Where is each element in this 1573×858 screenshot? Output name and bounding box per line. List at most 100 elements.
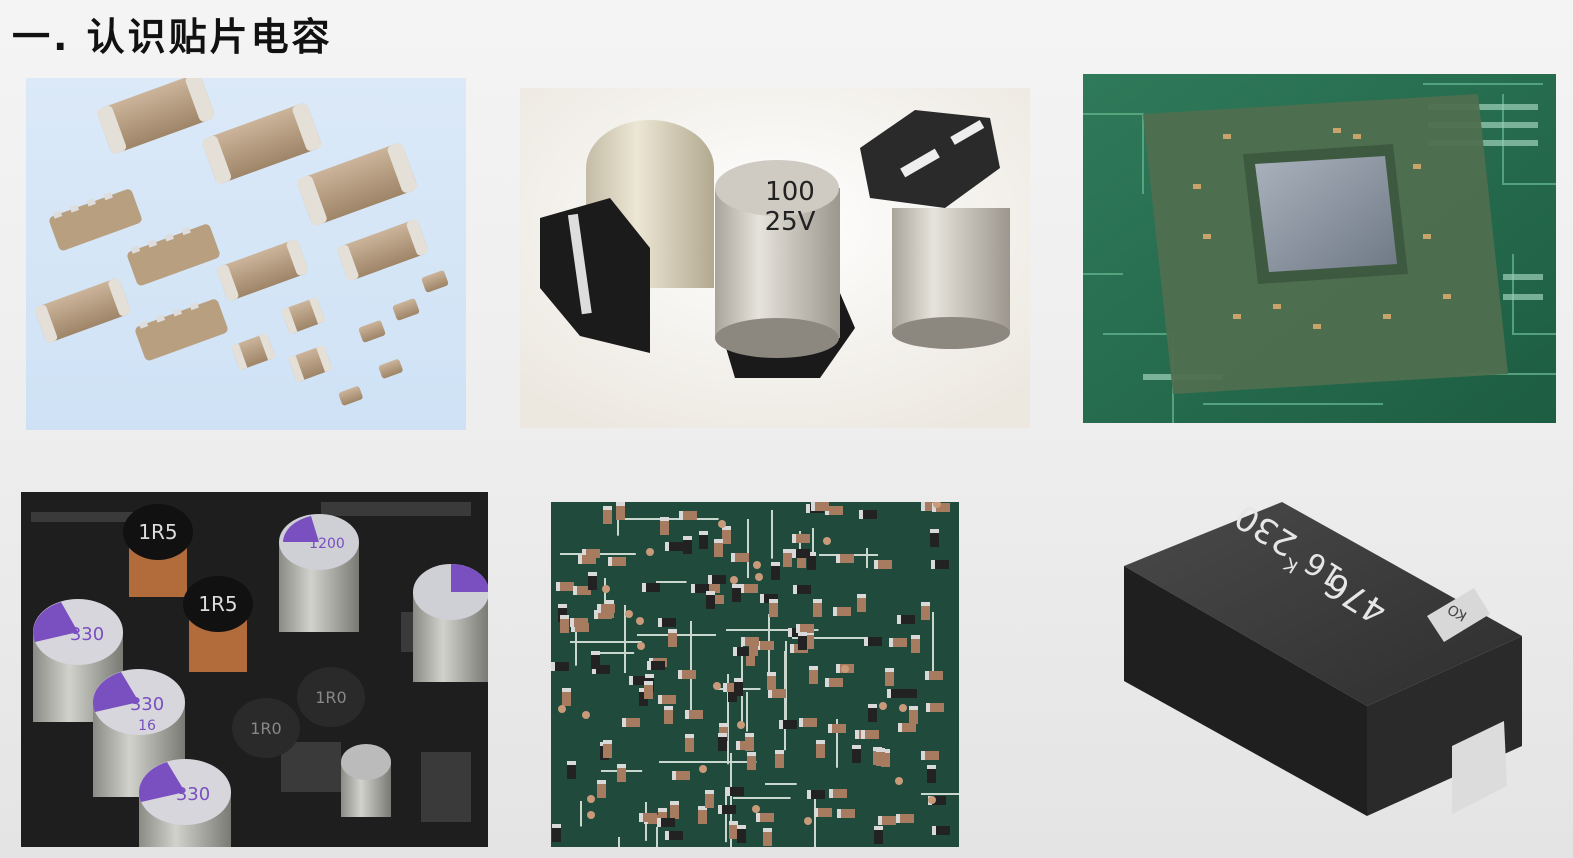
- smd-component: [617, 764, 626, 782]
- cap-code-big: 1200: [309, 536, 345, 552]
- chip-package: [1143, 94, 1508, 394]
- smd-component: [706, 591, 715, 609]
- polymer-cap-right: [413, 564, 488, 682]
- smd-component: [868, 704, 877, 722]
- smd-component: [836, 554, 854, 563]
- inductor-label-b: 1R5: [198, 592, 237, 616]
- smd-component: [603, 740, 612, 758]
- smd-component: [567, 761, 576, 779]
- smd-component: [887, 689, 905, 698]
- smd-component: [558, 604, 567, 622]
- smd-component: [811, 502, 829, 511]
- electrolytic-cap-left: [540, 120, 714, 353]
- smd-component: [668, 629, 677, 647]
- smd-component: [747, 752, 756, 770]
- small-cap: [341, 744, 391, 817]
- tantalum-capacitor-image: 476 16 K 230 KO: [1112, 496, 1532, 826]
- smd-component: [911, 635, 920, 653]
- smd-component: [771, 562, 780, 580]
- smd-component: [570, 618, 588, 627]
- inductor-label-d: 1R0: [315, 688, 346, 707]
- smd-component: [608, 557, 626, 566]
- smd-component: [767, 672, 776, 690]
- electrolytic-capacitors-image: 100 25V: [520, 88, 1030, 428]
- smd-component: [741, 637, 759, 646]
- pcb-via: [928, 796, 936, 804]
- smd-component: [726, 787, 744, 796]
- smd-component: [793, 585, 811, 594]
- smd-component: [733, 647, 751, 656]
- smd-component: [699, 531, 708, 549]
- smd-component: [737, 825, 746, 843]
- smd-component: [760, 594, 778, 603]
- smd-component: [756, 813, 774, 822]
- pcb-via: [933, 502, 941, 508]
- smd-component: [670, 801, 679, 819]
- pcb-via: [895, 777, 903, 785]
- smd-component: [813, 599, 822, 617]
- pcb-via: [699, 765, 707, 773]
- smd-component: [807, 790, 825, 799]
- smd-component: [664, 706, 673, 724]
- smd-component: [792, 534, 810, 543]
- smd-component: [878, 816, 896, 825]
- smd-component: [889, 638, 907, 647]
- smd-component: [578, 555, 596, 564]
- smd-component: [861, 730, 879, 739]
- pcb-chip-image: [1083, 74, 1556, 423]
- cap-voltage-text: 25V: [765, 207, 816, 237]
- pcb-via: [637, 642, 645, 650]
- smd-component: [647, 661, 665, 670]
- smd-component: [732, 584, 741, 602]
- smd-component: [874, 560, 892, 569]
- smd-component: [665, 831, 683, 840]
- smd-component: [657, 818, 675, 827]
- smd-component: [921, 502, 939, 511]
- pcb-via: [737, 721, 745, 729]
- smd-component: [874, 826, 883, 844]
- electrolytic-cap-right: [860, 110, 1010, 349]
- smd-component: [556, 582, 574, 591]
- smd-component: [588, 572, 597, 590]
- smd-component: [629, 676, 647, 685]
- smd-component: [719, 723, 728, 741]
- smd-component: [796, 624, 814, 633]
- smd-component: [833, 607, 851, 616]
- smd-component: [708, 575, 726, 584]
- smd-component: [925, 671, 943, 680]
- smd-component: [551, 662, 569, 671]
- smd-component: [642, 583, 660, 592]
- smd-component: [736, 741, 754, 750]
- pcb-via: [582, 711, 590, 719]
- smd-component: [876, 748, 885, 766]
- pcb-via: [646, 548, 654, 556]
- smd-component: [658, 808, 667, 826]
- smd-component: [864, 637, 882, 646]
- smd-component: [930, 529, 939, 547]
- smd-component: [718, 805, 736, 814]
- smd-component: [829, 789, 847, 798]
- smd-component: [622, 718, 640, 727]
- pcb-via: [636, 617, 644, 625]
- smd-component: [714, 539, 723, 557]
- smd-component: [932, 503, 950, 512]
- inductor-label-a: 1R5: [138, 520, 177, 544]
- smd-component: [560, 615, 569, 633]
- smd-component: [678, 670, 696, 679]
- smd-component: [775, 750, 784, 768]
- smd-component: [573, 586, 591, 595]
- pcb-via: [587, 811, 595, 819]
- smd-component: [859, 510, 877, 519]
- smd-component: [734, 678, 743, 696]
- pcb-via: [558, 705, 566, 713]
- smd-component: [837, 809, 855, 818]
- smd-component: [679, 511, 697, 520]
- smd-component: [705, 790, 714, 808]
- pcb-via: [730, 576, 738, 584]
- polymer-cap-a: 330: [33, 599, 123, 722]
- smd-component: [852, 745, 861, 763]
- smd-component: [644, 681, 653, 699]
- smd-component: [807, 552, 816, 570]
- smd-component: [731, 553, 749, 562]
- smd-component: [552, 824, 561, 842]
